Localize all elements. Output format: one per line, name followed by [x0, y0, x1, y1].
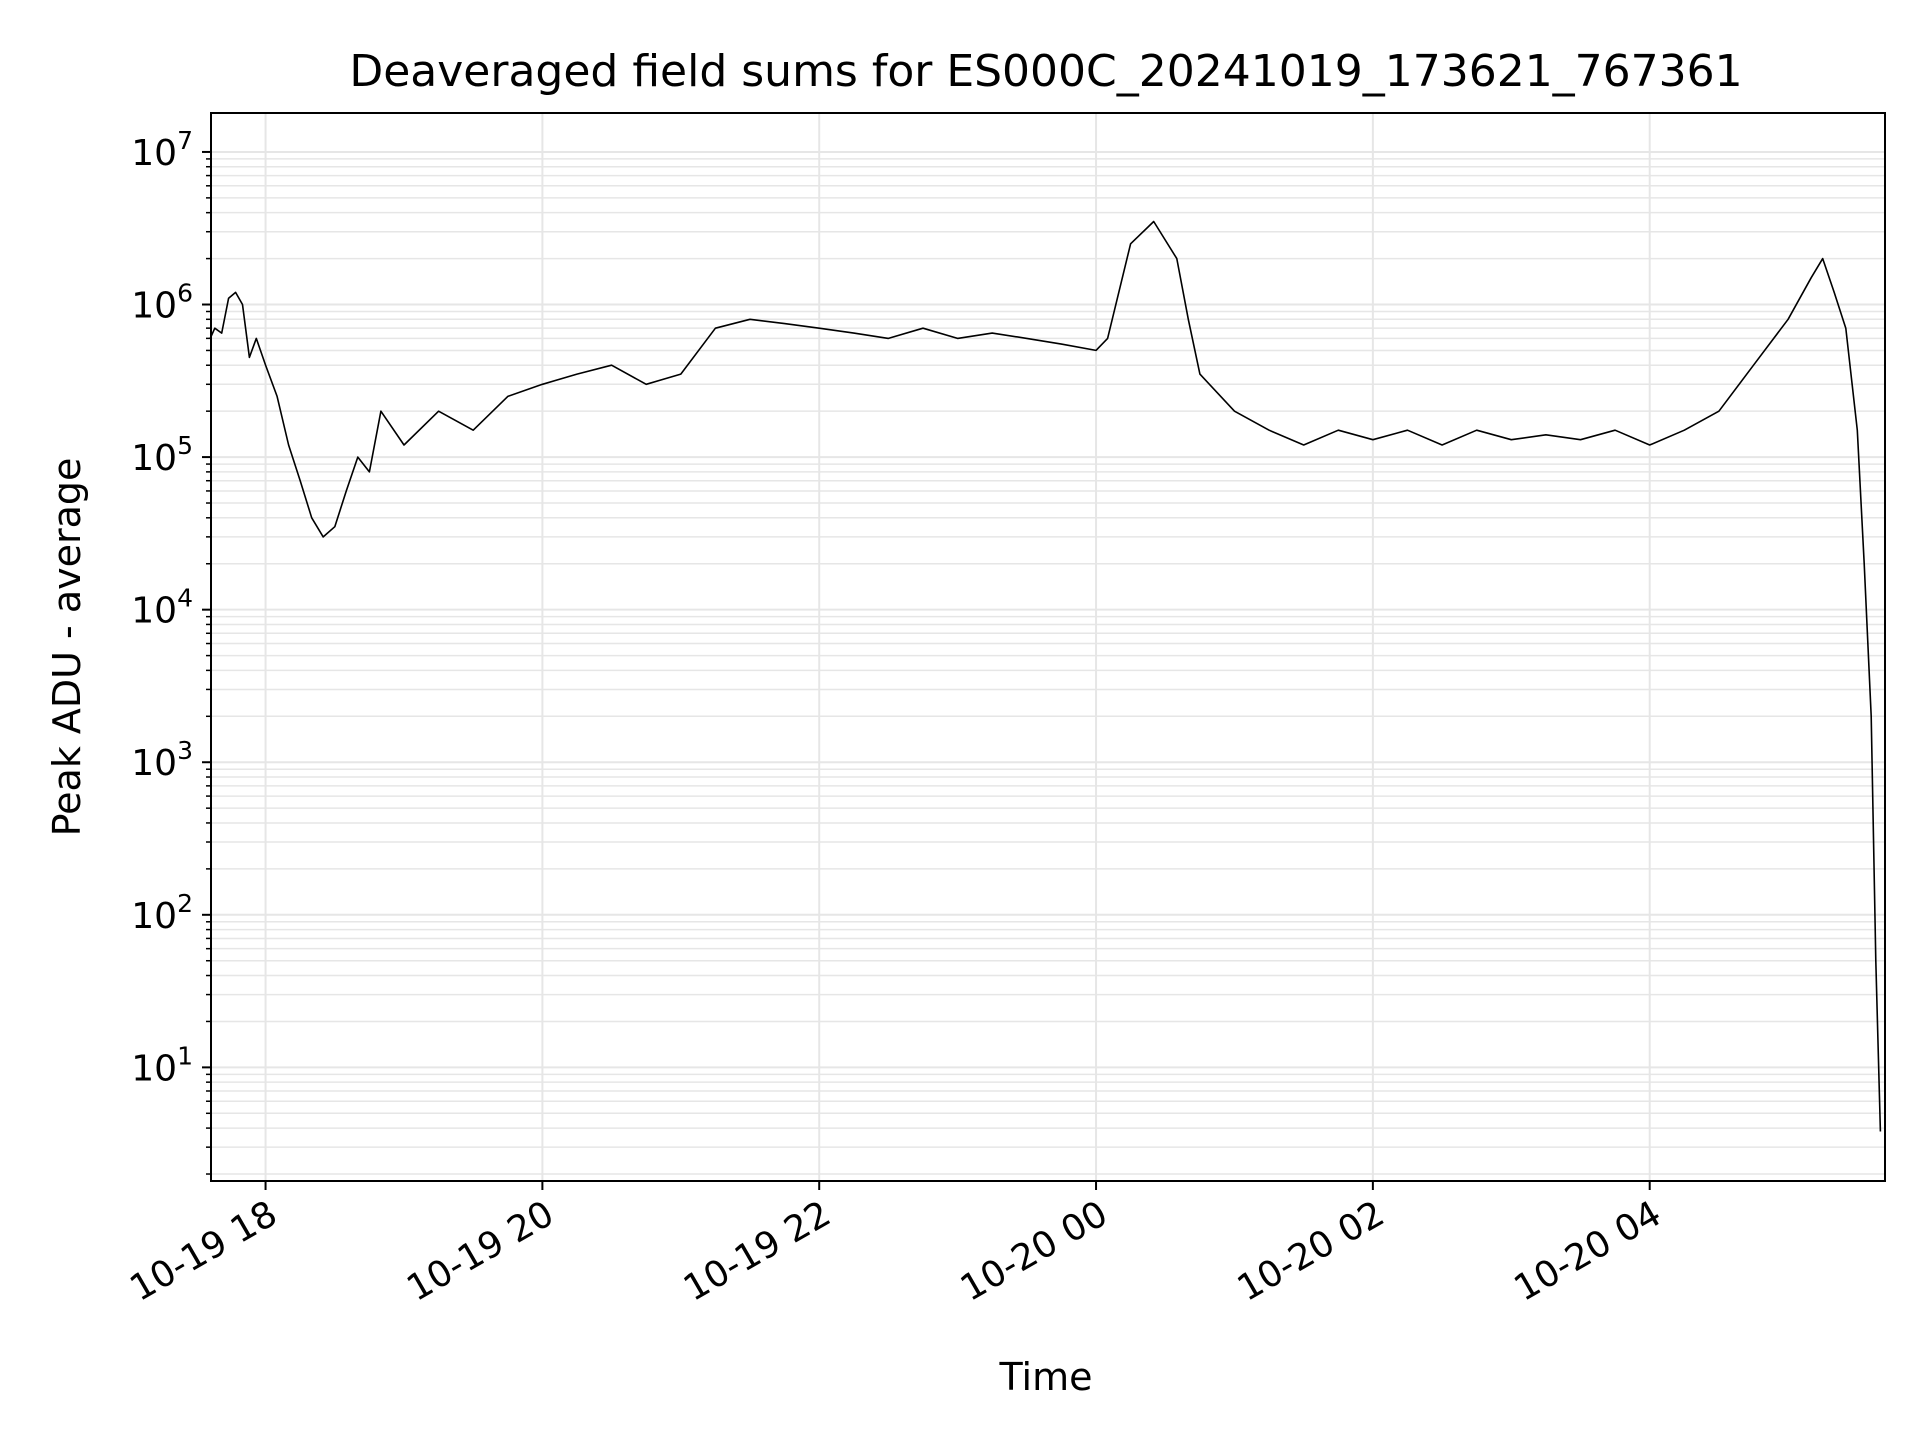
y-tick-label: 106 — [131, 279, 193, 327]
y-tick-label: 101 — [131, 1041, 193, 1089]
chart-title: Deaveraged field sums for ES000C_2024101… — [349, 46, 1742, 97]
series-line — [209, 220, 1882, 1132]
grid-lines — [211, 113, 1885, 1181]
y-tick-label: 104 — [131, 584, 193, 632]
y-axis-label: Peak ADU - average — [45, 458, 89, 837]
y-tick-label: 107 — [131, 126, 193, 174]
y-tick-label: 103 — [131, 736, 193, 784]
x-axis-label: Time — [999, 1355, 1093, 1399]
plot-frame — [210, 112, 1886, 1182]
series-layer — [209, 220, 1882, 1132]
y-tick-label: 102 — [131, 889, 193, 937]
y-tick-label: 105 — [131, 431, 193, 479]
